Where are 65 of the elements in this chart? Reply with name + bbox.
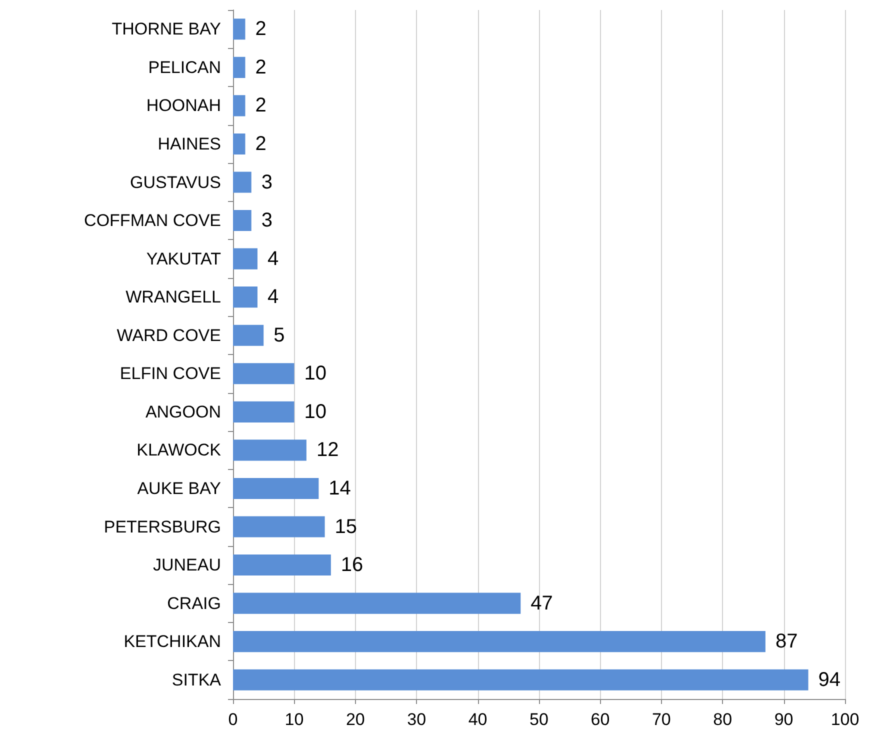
bar (233, 286, 258, 308)
data-label: 2 (255, 132, 266, 155)
y-tick-label: HAINES (158, 134, 221, 154)
y-tick-label: WRANGELL (126, 288, 221, 307)
data-label: 12 (316, 439, 339, 462)
x-tick-label: 0 (228, 710, 238, 729)
bar (233, 363, 294, 384)
data-label: 10 (304, 362, 326, 385)
x-tick-label: 50 (530, 710, 548, 729)
y-tick-label: KLAWOCK (136, 440, 222, 460)
bar (233, 172, 252, 193)
y-tick-label: JUNEAU (152, 556, 221, 575)
data-label: 5 (274, 324, 285, 346)
bar (233, 478, 319, 499)
bar (233, 56, 246, 78)
data-label: 3 (261, 171, 272, 194)
data-label: 4 (267, 248, 279, 270)
bar (233, 440, 306, 461)
y-tick-label: WARD COVE (116, 326, 221, 345)
y-tick-label: YAKUTAT (146, 249, 221, 268)
data-label: 15 (334, 516, 358, 538)
bar (233, 516, 325, 538)
x-tick-label: 40 (468, 710, 488, 729)
x-tick-label: 100 (830, 710, 860, 729)
y-tick-label: ELFIN COVE (120, 364, 221, 384)
bar (233, 18, 246, 40)
y-tick-label: AUKE BAY (137, 478, 221, 498)
x-tick-label: 20 (346, 710, 365, 729)
bar (233, 401, 294, 422)
x-tick-label: 70 (652, 710, 671, 729)
bar (233, 592, 521, 614)
data-label: 47 (530, 592, 553, 614)
bar (233, 248, 258, 270)
y-tick-label: GUSTAVUS (130, 172, 221, 192)
data-label: 16 (340, 554, 364, 576)
data-label: 14 (328, 477, 351, 500)
y-tick-label: KETCHIKAN (124, 632, 221, 652)
bar (233, 324, 264, 346)
y-tick-label: CRAIG (167, 594, 221, 613)
data-label: 94 (818, 668, 841, 691)
data-label: 87 (775, 630, 798, 653)
bar (233, 669, 808, 690)
y-tick-label: ANGOON (145, 402, 221, 422)
data-label: 4 (267, 286, 279, 308)
data-label: 2 (255, 94, 266, 117)
x-tick-label: 30 (407, 710, 426, 729)
y-tick-label: PELICAN (148, 58, 221, 77)
bar (233, 210, 252, 232)
bar (233, 631, 766, 652)
y-tick-label: HOONAH (146, 96, 221, 116)
data-label: 10 (304, 400, 326, 423)
data-label: 3 (261, 210, 272, 232)
x-tick-label: 10 (284, 710, 304, 729)
y-tick-label: COFFMAN COVE (84, 211, 221, 230)
x-tick-label: 60 (590, 710, 610, 729)
data-label: 2 (255, 56, 266, 78)
y-tick-label: THORNE BAY (112, 20, 221, 39)
x-tick-label: 80 (713, 710, 732, 729)
x-tick-label: 90 (774, 710, 794, 729)
bar (233, 554, 331, 576)
y-tick-label: SITKA (172, 670, 222, 690)
data-label: 2 (255, 18, 266, 40)
bar (233, 133, 246, 154)
bar (233, 95, 246, 116)
y-tick-label: PETERSBURG (104, 517, 221, 536)
